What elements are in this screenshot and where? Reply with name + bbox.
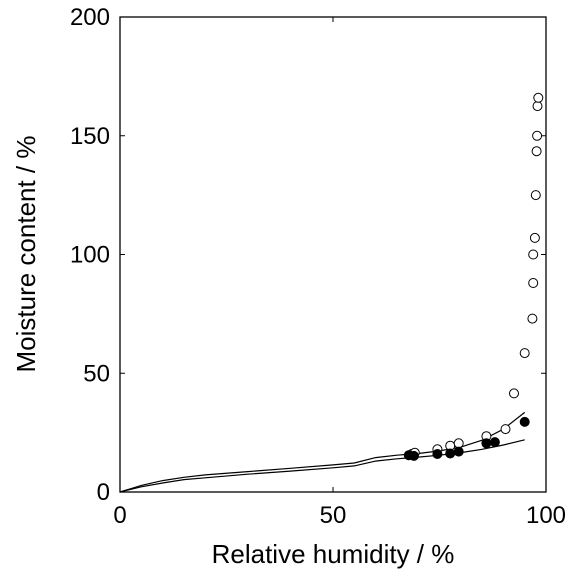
open-data-point (530, 190, 541, 201)
open-data-point (528, 249, 539, 260)
y-axis-label: Moisture content / % (11, 136, 41, 373)
y-tick-label: 150 (70, 123, 110, 150)
open-data-point (500, 424, 511, 435)
open-data-point (532, 101, 543, 112)
filled-data-point (481, 438, 492, 449)
open-data-point (531, 146, 542, 157)
filled-data-point (408, 450, 419, 461)
model-curve-3 (119, 439, 525, 493)
y-tick-label: 0 (97, 479, 110, 506)
x-axis-label: Relative humidity / % (212, 539, 455, 569)
filled-data-point (453, 446, 464, 457)
open-data-point (527, 313, 538, 324)
open-data-point (529, 232, 540, 243)
open-data-point (532, 130, 543, 141)
x-tick-label: 100 (526, 502, 566, 529)
y-tick-label: 50 (83, 360, 110, 387)
open-data-point (509, 388, 519, 399)
filled-data-point (432, 449, 443, 459)
filled-data-point (445, 448, 456, 459)
y-tick-label: 200 (70, 4, 110, 31)
model-curve-2 (119, 411, 526, 493)
y-tick-label: 100 (70, 242, 110, 269)
x-tick-label: 50 (320, 502, 347, 529)
plot-area (119, 16, 547, 493)
open-data-point (519, 348, 530, 359)
filled-data-point (519, 416, 530, 427)
open-data-point (453, 438, 464, 449)
open-data-point (533, 92, 544, 103)
open-data-point (528, 278, 539, 288)
filled-data-point (489, 437, 500, 448)
x-tick-label: 0 (113, 502, 126, 529)
